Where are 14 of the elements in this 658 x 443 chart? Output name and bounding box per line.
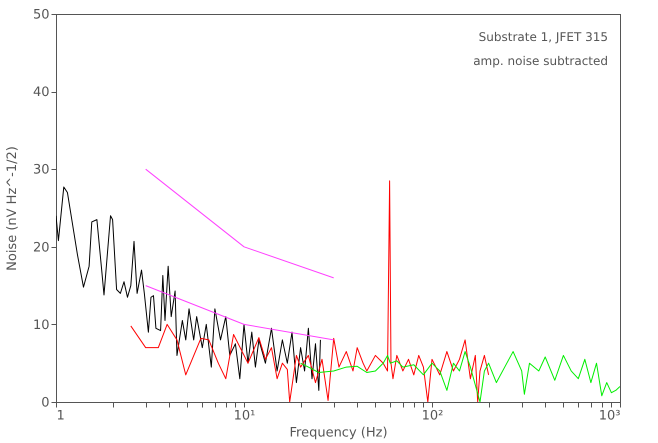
y-tick-label: 50 (32, 8, 50, 22)
y-axis-title: Noise (nV Hz^-1/2) (4, 146, 20, 271)
x-axis-title: Frequency (Hz) (289, 426, 388, 440)
x-tick-label: 10¹ (234, 408, 256, 424)
x-tick-label: 10³ (598, 408, 620, 424)
y-tick-label: 0 (41, 396, 50, 410)
y-tick-label: 20 (32, 240, 50, 256)
y-tick-label: 10 (32, 318, 50, 333)
y-tick-label: 40 (32, 85, 50, 100)
annotation: amp. noise subtracted (473, 54, 608, 68)
annotation: Substrate 1, JFET 315 (478, 30, 608, 44)
x-tick-label: 1 (56, 408, 65, 424)
y-tick-label: 30 (32, 162, 50, 178)
x-tick-label: 10² (422, 408, 444, 424)
